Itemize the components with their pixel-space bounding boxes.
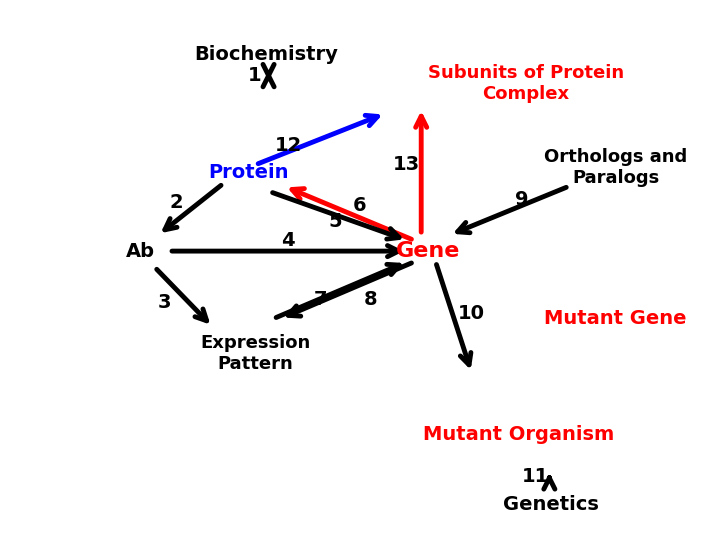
Text: 13: 13: [393, 155, 420, 174]
Text: 5: 5: [328, 212, 341, 231]
Text: 7: 7: [314, 290, 327, 309]
Text: Protein: Protein: [208, 163, 289, 183]
Text: Gene: Gene: [396, 241, 461, 261]
Text: 9: 9: [516, 190, 528, 210]
Text: 1: 1: [248, 66, 261, 85]
Text: 11: 11: [521, 467, 549, 486]
Text: Subunits of Protein
Complex: Subunits of Protein Complex: [428, 64, 624, 103]
Text: Genetics: Genetics: [503, 495, 599, 515]
Text: 8: 8: [364, 290, 377, 309]
Text: 10: 10: [458, 303, 485, 323]
Text: Expression
Pattern: Expression Pattern: [200, 334, 311, 373]
Text: Ab: Ab: [126, 241, 155, 261]
Text: 12: 12: [274, 136, 302, 156]
Text: 3: 3: [158, 293, 171, 312]
Text: Orthologs and
Paralogs: Orthologs and Paralogs: [544, 148, 687, 187]
Text: Mutant Organism: Mutant Organism: [423, 425, 614, 444]
Text: Biochemistry: Biochemistry: [194, 44, 338, 64]
Text: Mutant Gene: Mutant Gene: [544, 309, 687, 328]
Text: 2: 2: [170, 193, 183, 212]
Text: 4: 4: [282, 231, 294, 250]
Text: 6: 6: [354, 195, 366, 215]
